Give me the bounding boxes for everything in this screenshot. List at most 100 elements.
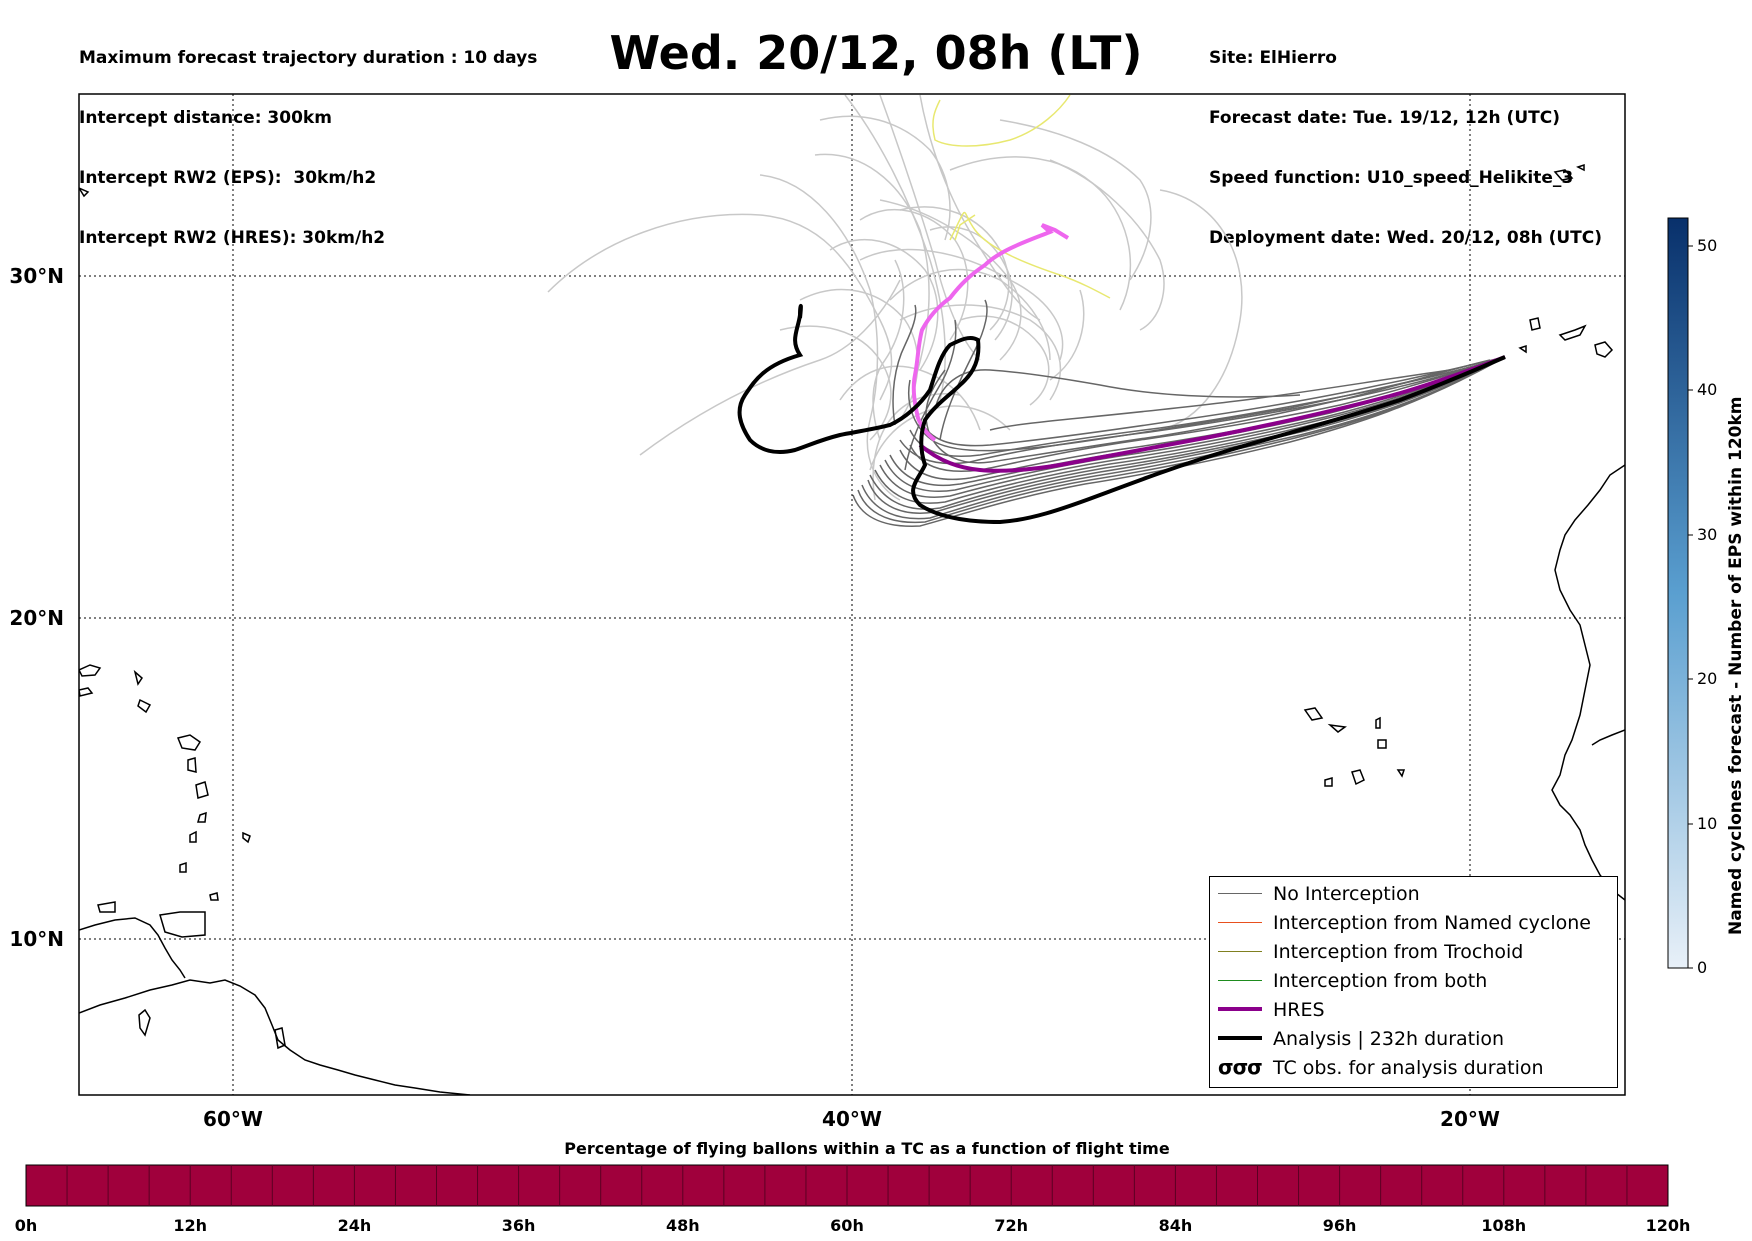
island-antilles-1: [79, 664, 102, 677]
island-madeira: [1553, 169, 1574, 181]
colorbar-tick-40: 40: [1697, 380, 1718, 399]
island-2: [274, 1027, 286, 1050]
header-line-site: Site: ElHierro: [1209, 48, 1337, 68]
legend-item-trochoid: Interception from Trochoid: [1210, 937, 1617, 966]
legend-swatch-trochoid: [1218, 951, 1262, 952]
page-title: Wed. 20/12, 08h (LT): [609, 26, 1143, 80]
island-antilles-2: [79, 687, 94, 697]
island-antilles-14: [79, 187, 90, 198]
coast-africa: [1551, 464, 1625, 901]
pink-track: [911, 223, 1070, 442]
island-cv-7: [1396, 769, 1406, 778]
island-cv-6: [1324, 777, 1333, 787]
island-1: [138, 1008, 151, 1037]
colorbar-tick-50: 50: [1697, 236, 1718, 255]
island-cv-5: [1351, 769, 1365, 786]
bottom-bar-tick: 60h: [830, 1216, 864, 1235]
bottom-bar-tick: 36h: [501, 1216, 536, 1235]
bottom-bar-tick: 24h: [337, 1216, 372, 1235]
legend-item-no-interception: No Interception: [1210, 879, 1617, 908]
coast-africa-2: [1591, 729, 1625, 746]
island-antilles-6: [187, 757, 197, 773]
lon-label-20w: 20°W: [1440, 1107, 1500, 1131]
header-line-duration: Maximum forecast trajectory duration : 1…: [79, 48, 538, 68]
header-line-speed-function: Speed function: U10_speed_Helikite_3: [1209, 168, 1574, 188]
bottom-bar-tick: 0h: [14, 1216, 38, 1235]
island-antilles-11: [242, 831, 251, 844]
island-antilles-4: [137, 698, 152, 714]
colorbar-tick-10: 10: [1697, 814, 1718, 833]
island-madeira-2: [1576, 163, 1585, 172]
lon-label-40w: 40°W: [822, 1107, 882, 1131]
header-line-deployment-date: Deployment date: Wed. 20/12, 08h (UTC): [1209, 228, 1603, 248]
bottom-bar-tick: 12h: [173, 1216, 208, 1235]
island-cv-3: [1375, 716, 1381, 729]
island-cv-4: [1377, 739, 1387, 749]
header-left: Maximum forecast trajectory duration : 1…: [79, 8, 537, 268]
gridlines: [79, 94, 1625, 1095]
legend-item-named-cyclone: Interception from Named cyclone: [1210, 908, 1617, 937]
header-line-forecast-date: Forecast date: Tue. 19/12, 12h (UTC): [1209, 108, 1560, 128]
island-antilles-10: [179, 861, 187, 873]
island-canary-2: [1558, 324, 1587, 341]
legend-label-analysis: Analysis | 232h duration: [1273, 1028, 1505, 1050]
bottom-bar-tick: 108h: [1481, 1216, 1527, 1235]
bottom-bar-title: Percentage of flying ballons within a TC…: [564, 1139, 1170, 1158]
legend-label-both: Interception from both: [1273, 970, 1488, 992]
island-antilles-12: [97, 901, 116, 913]
coast-venezuela: [79, 917, 186, 979]
lat-label-30n: 30°N: [9, 264, 64, 288]
bottom-bar-tick: 84h: [1158, 1216, 1193, 1235]
bottom-bar-divisions: [66, 1165, 1628, 1206]
legend-item-hres: HRES: [1210, 995, 1617, 1024]
coastlines: [79, 163, 1625, 1095]
legend: No Interception Interception from Named …: [1209, 876, 1618, 1088]
legend-item-tc-obs: σσσ TC obs. for analysis duration: [1210, 1053, 1617, 1082]
no-interception-tracks: [852, 299, 1506, 527]
island-trinidad: [159, 911, 206, 938]
legend-label-trochoid: Interception from Trochoid: [1273, 941, 1524, 963]
legend-swatch-analysis: [1218, 1036, 1262, 1040]
legend-item-analysis: Analysis | 232h duration: [1210, 1024, 1617, 1053]
legend-label-tc-obs: TC obs. for analysis duration: [1273, 1057, 1544, 1079]
yellow-tracks: [932, 94, 1111, 299]
colorbar-tick-20: 20: [1697, 669, 1718, 688]
bottom-bar-tick: 72h: [994, 1216, 1029, 1235]
island-antilles-3: [133, 669, 143, 686]
map-frame: [78, 93, 1626, 1096]
coast-south-america: [79, 979, 471, 1095]
island-cv-1: [1303, 707, 1324, 721]
legend-label-no-interception: No Interception: [1273, 883, 1420, 905]
island-antilles-7: [195, 781, 209, 799]
bottom-bar-tick: 120h: [1645, 1216, 1691, 1235]
header-right: Site: ElHierro Forecast date: Tue. 19/12…: [1209, 8, 1602, 268]
header-line-distance: Intercept distance: 300km: [79, 108, 332, 128]
header-line-rw2-hres: Intercept RW2 (HRES): 30km/h2: [79, 228, 386, 248]
island-antilles-13: [209, 892, 219, 901]
legend-swatch-both: [1218, 980, 1262, 981]
colorbar-tick-0: 0: [1697, 958, 1708, 977]
bottom-bar-tick: 96h: [1322, 1216, 1357, 1235]
legend-label-hres: HRES: [1273, 999, 1325, 1021]
tc-symbol-icon: σσσ: [1218, 1055, 1263, 1079]
bottom-bar-tick: 48h: [665, 1216, 700, 1235]
lon-label-60w: 60°W: [203, 1107, 263, 1131]
island-antilles-9: [189, 830, 197, 843]
island-canary-4: [1518, 344, 1527, 354]
island-canary-3: [1594, 341, 1614, 358]
island-antilles-5: [176, 734, 202, 751]
legend-swatch-hres: [1218, 1007, 1262, 1011]
island-cv-2: [1327, 723, 1347, 733]
colorbar-right-ticks: [1688, 245, 1693, 969]
legend-swatch-named-cyclone: [1218, 922, 1262, 923]
lat-label-20n: 20°N: [9, 606, 64, 630]
legend-swatch-no-interception: [1218, 893, 1262, 894]
lat-label-10n: 10°N: [9, 927, 64, 951]
legend-item-both: Interception from both: [1210, 966, 1617, 995]
island-antilles-8: [197, 811, 207, 823]
colorbar-tick-30: 30: [1697, 525, 1718, 544]
legend-label-named-cyclone: Interception from Named cyclone: [1273, 912, 1591, 934]
island-canary-1: [1529, 317, 1541, 331]
colorbar-right-label: Named cyclones forecast - Number of EPS …: [1726, 396, 1746, 935]
